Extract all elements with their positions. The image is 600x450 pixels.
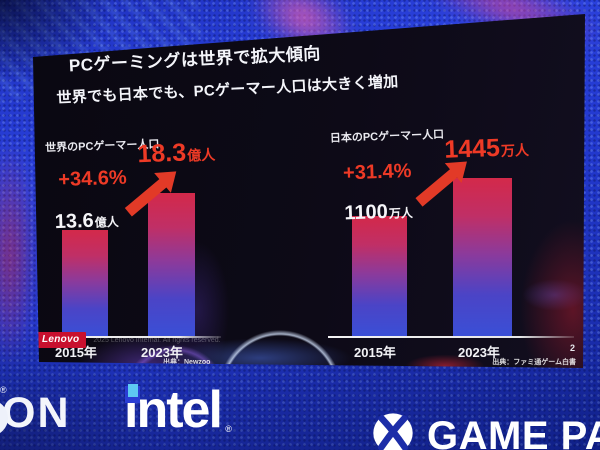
axis-baseline xyxy=(328,336,574,338)
growth-arrow-icon xyxy=(415,168,458,207)
intel-i-dot-icon xyxy=(128,384,138,397)
legion-o-icon xyxy=(0,400,8,436)
slide-header: PCゲーミングは世界で拡大傾向 世界でも日本でも、PCゲーマー人口は大きく増加 xyxy=(54,31,486,108)
registered-mark: ® xyxy=(225,424,232,434)
value-label-2015: 1100万人 xyxy=(344,200,414,225)
growth-percentage: +34.6% xyxy=(57,166,128,191)
world-pc-gamers-chart: 2015年 2023年 出典：Newzoo 世界のPCゲーマー人口 +34.6%… xyxy=(33,128,243,368)
chart-title: 日本のPCゲーマー人口 xyxy=(329,128,445,145)
bar-japan-2015 xyxy=(352,216,407,336)
bar-world-2015 xyxy=(62,230,108,336)
axis-label-2015: 2015年 xyxy=(354,345,396,360)
japan-pc-gamers-chart: 2015年 2023年 出典：ファミ通ゲーム白書 日本のPCゲーマー人口 +31… xyxy=(328,118,578,368)
value-label-2023: 18.3億人 xyxy=(136,138,216,169)
bar-world-2023 xyxy=(148,193,195,336)
growth-arrow-icon xyxy=(124,178,168,217)
intel-logo: intel ® xyxy=(124,381,232,439)
axis-label-2023: 2023年 xyxy=(458,345,500,360)
intel-logo-text: intel xyxy=(124,381,223,439)
axis-label-2023: 2023年 xyxy=(141,345,183,360)
source-note: 出典：Newzoo xyxy=(163,359,211,366)
presentation-slide: PCゲーミングは世界で拡大傾向 世界でも日本でも、PCゲーマー人口は大きく増加 … xyxy=(33,14,585,368)
xbox-sphere-icon xyxy=(373,413,413,450)
xbox-game-pass-logo: GAME PA xyxy=(372,412,600,450)
lenovo-watermark: Lenovo 2025 Lenovo Internal. All rights … xyxy=(35,332,221,348)
legion-logo: ® ON xyxy=(0,385,71,437)
lenovo-logo: Lenovo xyxy=(35,332,87,348)
confidential-notice: 2025 Lenovo Internal. All rights reserve… xyxy=(93,336,221,344)
bar-japan-2023 xyxy=(453,178,512,336)
legion-logo-text: ON xyxy=(2,389,71,437)
growth-percentage: +31.4% xyxy=(342,159,412,185)
backdrop-red-glow xyxy=(0,140,37,370)
registered-mark: ® xyxy=(0,385,7,395)
axis-baseline xyxy=(33,336,221,338)
page-number: 2 xyxy=(570,343,576,353)
source-note: 出典：ファミ通ゲーム白書 xyxy=(492,359,576,366)
value-label-2015: 13.6億人 xyxy=(54,209,120,234)
game-pass-logo-text: GAME PA xyxy=(427,414,600,450)
axis-label-2015: 2015年 xyxy=(55,345,97,360)
